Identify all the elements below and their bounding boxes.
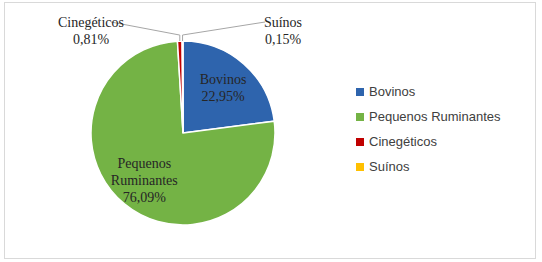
legend-label: Pequenos Ruminantes [369, 109, 501, 124]
legend-label: Suínos [369, 159, 410, 174]
chart-container: Bovinos 22,95% PequenosRuminantes 76,09% Cin… [0, 0, 542, 262]
pie-slices [91, 41, 275, 225]
pie-slice [181, 41, 183, 133]
legend-swatch [356, 163, 364, 171]
data-label-name: Suínos [264, 15, 302, 30]
data-label-value: 0,15% [265, 32, 302, 47]
leader-line [183, 22, 265, 41]
data-label-name: PequenosRuminantes [111, 156, 178, 188]
chart-frame [5, 3, 536, 259]
chart-svg: Bovinos 22,95% PequenosRuminantes 76,09% Cin… [0, 0, 542, 262]
data-label-name: Bovinos [200, 72, 247, 87]
legend-swatch [356, 113, 364, 121]
legend-swatch [356, 138, 364, 146]
pie-slice [177, 41, 183, 133]
data-labels: Bovinos 22,95% PequenosRuminantes 76,09% Cin… [58, 15, 302, 205]
legend-swatch [356, 88, 364, 96]
data-label-value: 76,09% [123, 190, 167, 205]
data-label-value: 0,81% [73, 32, 110, 47]
data-label-value: 22,95% [201, 89, 245, 104]
legend-label: Bovinos [369, 84, 416, 99]
data-label-name: Cinegéticos [58, 15, 124, 30]
legend: Bovinos Pequenos Ruminantes Cinegéticos Suí… [356, 84, 501, 174]
legend-label: Cinegéticos [369, 134, 437, 149]
pie-slice [183, 41, 274, 133]
pie-slice [91, 41, 275, 225]
